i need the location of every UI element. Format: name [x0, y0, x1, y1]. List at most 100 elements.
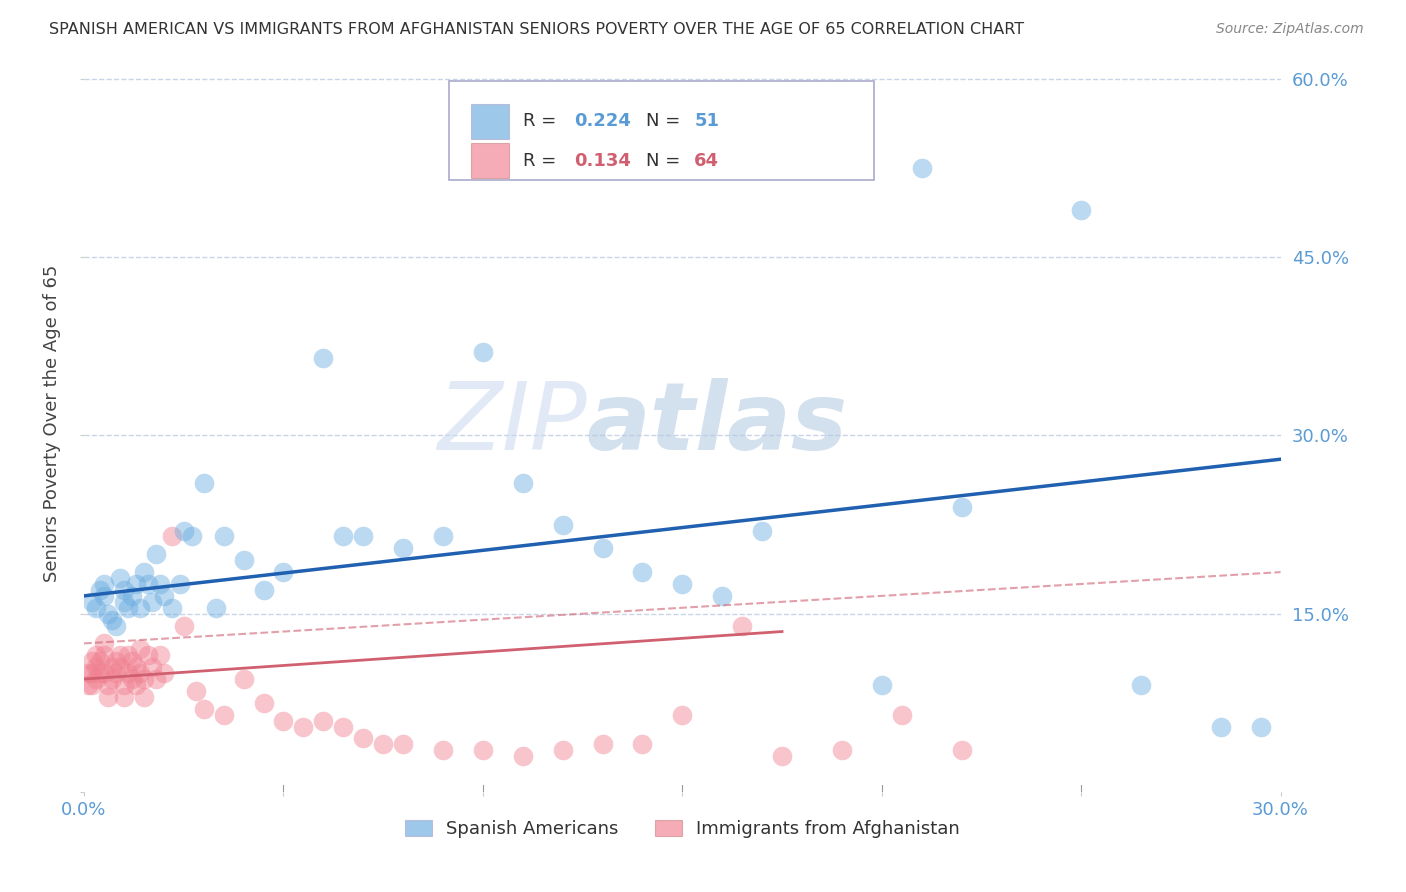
Point	[121, 654, 143, 668]
FancyBboxPatch shape	[449, 81, 873, 180]
Text: N =: N =	[647, 112, 686, 130]
Point	[128, 642, 150, 657]
Point	[831, 743, 853, 757]
Point	[93, 589, 115, 603]
Point	[273, 565, 295, 579]
Point	[117, 666, 139, 681]
Point	[101, 613, 124, 627]
Point	[93, 577, 115, 591]
Point	[104, 666, 127, 681]
Point	[128, 600, 150, 615]
Point	[153, 589, 176, 603]
Point	[551, 743, 574, 757]
Point	[184, 684, 207, 698]
Point	[132, 672, 155, 686]
Point	[392, 541, 415, 556]
Point	[193, 475, 215, 490]
Point	[117, 600, 139, 615]
Point	[149, 648, 172, 663]
Point	[104, 654, 127, 668]
Point	[136, 648, 159, 663]
Point	[471, 743, 494, 757]
Point	[101, 672, 124, 686]
Point	[101, 660, 124, 674]
Text: 0.224: 0.224	[575, 112, 631, 130]
Point	[252, 696, 274, 710]
Point	[80, 666, 103, 681]
Point	[84, 600, 107, 615]
Point	[89, 582, 111, 597]
Point	[84, 648, 107, 663]
Point	[512, 749, 534, 764]
Point	[193, 702, 215, 716]
Point	[173, 618, 195, 632]
Point	[332, 529, 354, 543]
Point	[80, 595, 103, 609]
Point	[671, 577, 693, 591]
Point	[104, 618, 127, 632]
Point	[112, 690, 135, 704]
Point	[77, 678, 100, 692]
Point	[232, 553, 254, 567]
Point	[93, 648, 115, 663]
Point	[1070, 202, 1092, 217]
Point	[432, 743, 454, 757]
FancyBboxPatch shape	[471, 143, 509, 178]
Point	[132, 690, 155, 704]
Point	[432, 529, 454, 543]
Text: atlas: atlas	[586, 377, 848, 469]
Point	[108, 648, 131, 663]
Y-axis label: Seniors Poverty Over the Age of 65: Seniors Poverty Over the Age of 65	[44, 265, 60, 582]
Point	[1130, 678, 1153, 692]
Point	[671, 707, 693, 722]
Point	[204, 600, 226, 615]
Text: R =: R =	[523, 112, 562, 130]
Point	[108, 571, 131, 585]
Point	[312, 714, 335, 728]
Point	[121, 589, 143, 603]
Point	[160, 600, 183, 615]
Point	[1250, 720, 1272, 734]
Point	[153, 666, 176, 681]
Point	[232, 672, 254, 686]
Point	[392, 738, 415, 752]
Point	[471, 345, 494, 359]
Point	[125, 678, 148, 692]
Point	[136, 577, 159, 591]
Point	[141, 595, 163, 609]
Point	[80, 678, 103, 692]
Point	[512, 475, 534, 490]
Point	[180, 529, 202, 543]
Text: SPANISH AMERICAN VS IMMIGRANTS FROM AFGHANISTAN SENIORS POVERTY OVER THE AGE OF : SPANISH AMERICAN VS IMMIGRANTS FROM AFGH…	[49, 22, 1025, 37]
Point	[890, 707, 912, 722]
Point	[169, 577, 191, 591]
Point	[212, 707, 235, 722]
Point	[112, 582, 135, 597]
Point	[145, 547, 167, 561]
Point	[93, 666, 115, 681]
Point	[93, 636, 115, 650]
Point	[592, 738, 614, 752]
Point	[84, 660, 107, 674]
Point	[84, 672, 107, 686]
Point	[631, 565, 654, 579]
Point	[149, 577, 172, 591]
Point	[373, 738, 395, 752]
Point	[77, 666, 100, 681]
Point	[89, 666, 111, 681]
Text: Source: ZipAtlas.com: Source: ZipAtlas.com	[1216, 22, 1364, 37]
Point	[950, 500, 973, 514]
Text: R =: R =	[523, 152, 562, 169]
Point	[80, 654, 103, 668]
Point	[252, 582, 274, 597]
Point	[97, 607, 120, 621]
Point	[212, 529, 235, 543]
Point	[141, 660, 163, 674]
Point	[352, 731, 374, 746]
Point	[332, 720, 354, 734]
Point	[711, 589, 734, 603]
Point	[551, 517, 574, 532]
Text: ZIP: ZIP	[437, 378, 586, 469]
Point	[128, 666, 150, 681]
Point	[870, 678, 893, 692]
